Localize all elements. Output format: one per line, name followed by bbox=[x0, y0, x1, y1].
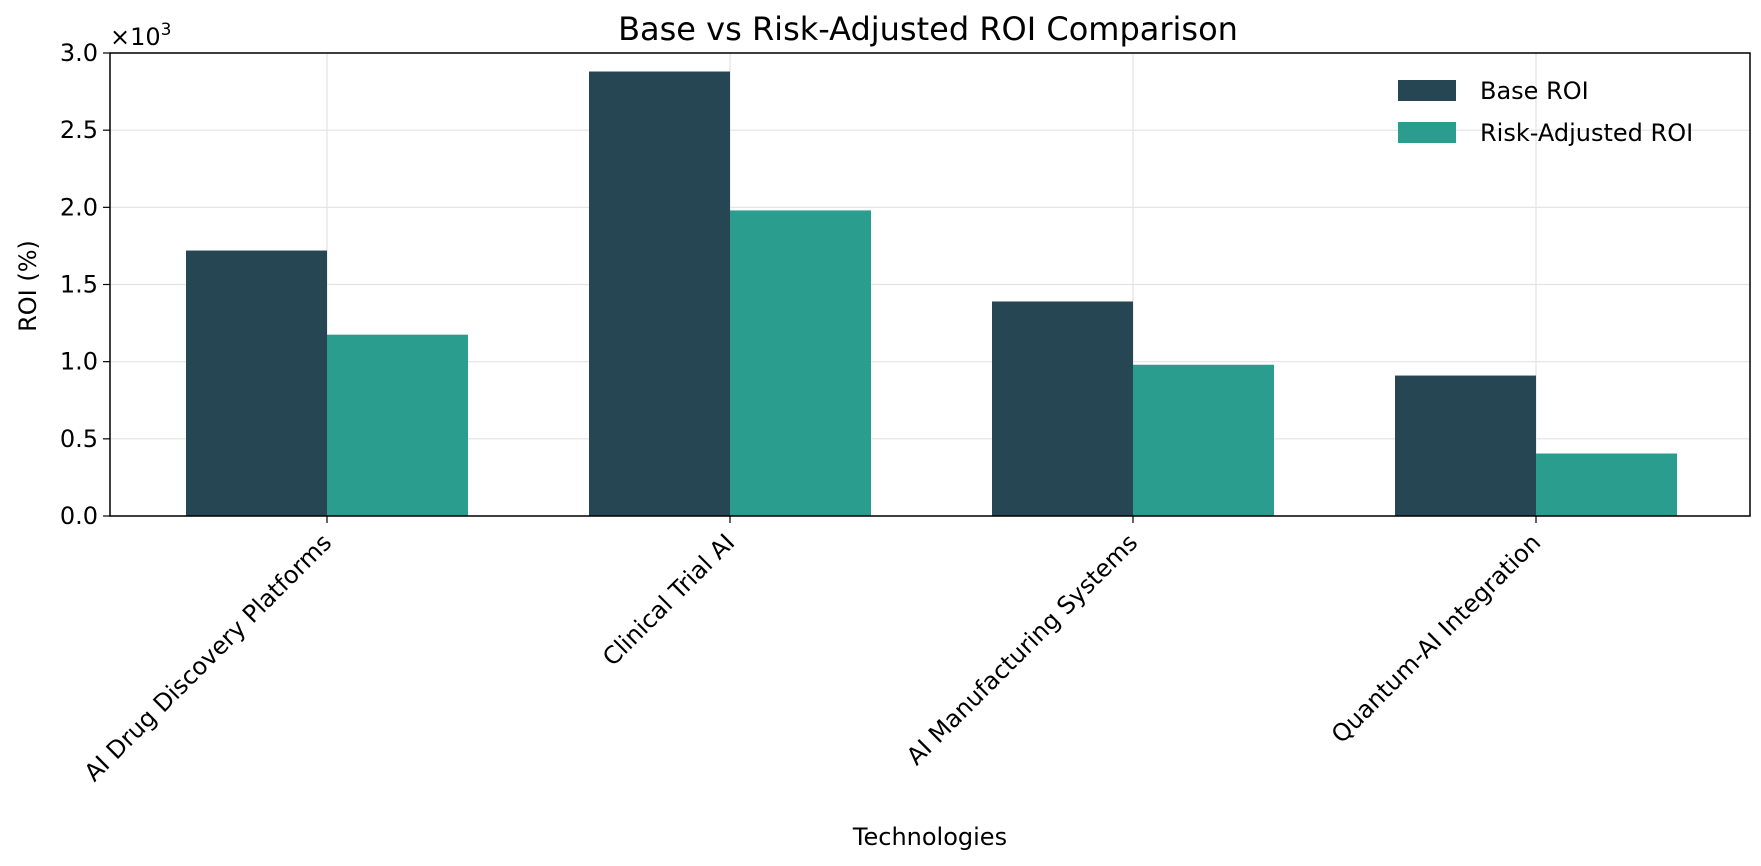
bar-base-roi bbox=[1395, 375, 1536, 516]
bar-base-roi bbox=[589, 71, 730, 517]
x-tick-label: Quantum-AI Integration bbox=[1326, 528, 1546, 748]
bar-risk-adjusted-roi bbox=[1133, 364, 1274, 516]
y-tick-label: 1.5 bbox=[60, 271, 98, 299]
chart-title: Base vs Risk-Adjusted ROI Comparison bbox=[618, 10, 1238, 48]
x-tick-label: AI Drug Discovery Platforms bbox=[79, 528, 337, 786]
x-tick-label: Clinical Trial AI bbox=[597, 528, 740, 671]
legend-label: Risk-Adjusted ROI bbox=[1480, 119, 1693, 147]
y-multiplier: ×103 bbox=[110, 20, 171, 51]
y-tick-label: 1.0 bbox=[60, 348, 98, 376]
x-axis-label: Technologies bbox=[852, 823, 1007, 851]
bar-risk-adjusted-roi bbox=[327, 334, 468, 516]
x-axis-ticks: AI Drug Discovery Platforms Clinical Tria… bbox=[79, 516, 1546, 787]
x-tick-label: AI Manufacturing Systems bbox=[901, 528, 1143, 770]
bar-risk-adjusted-roi bbox=[730, 210, 871, 517]
y-axis-ticks: 0.0 0.5 1.0 1.5 2.0 2.5 3.0 bbox=[60, 39, 110, 530]
y-tick-label: 0.5 bbox=[60, 425, 98, 453]
bar-risk-adjusted-roi bbox=[1536, 453, 1677, 516]
y-tick-label: 2.5 bbox=[60, 116, 98, 144]
legend-label: Base ROI bbox=[1480, 77, 1589, 105]
legend-swatch bbox=[1398, 122, 1456, 143]
y-tick-label: 0.0 bbox=[60, 502, 98, 530]
y-axis-label: ROI (%) bbox=[14, 240, 42, 332]
bar-base-roi bbox=[992, 301, 1133, 516]
bar-base-roi bbox=[186, 250, 327, 516]
legend: Base ROI Risk-Adjusted ROI bbox=[1398, 77, 1693, 147]
bars-group bbox=[186, 71, 1677, 517]
y-tick-label: 3.0 bbox=[60, 39, 98, 67]
y-tick-label: 2.0 bbox=[60, 193, 98, 221]
legend-swatch bbox=[1398, 80, 1456, 101]
